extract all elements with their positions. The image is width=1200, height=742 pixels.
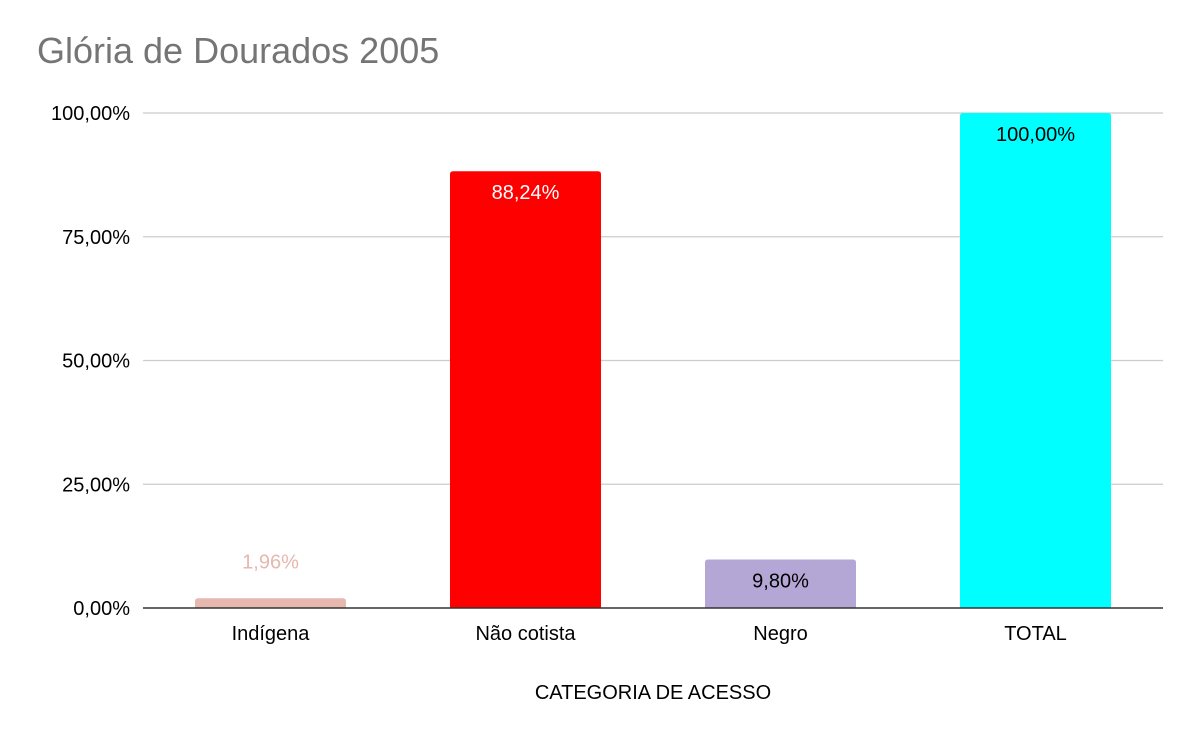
x-axis-ticks: Indígena Não cotista Negro TOTAL: [232, 623, 1067, 645]
data-label: 100,00%: [996, 124, 1075, 146]
data-label: 88,24%: [492, 182, 560, 204]
y-tick-label: 0,00%: [73, 598, 130, 620]
data-label: 1,96%: [242, 551, 299, 573]
data-labels: 1,96% 88,24% 9,80% 100,00%: [242, 124, 1075, 592]
x-tick-label: TOTAL: [1004, 623, 1067, 645]
x-tick-label: Indígena: [232, 623, 311, 645]
chart-title: Glória de Dourados 2005: [37, 30, 440, 71]
bar: [195, 598, 346, 608]
y-tick-label: 75,00%: [62, 227, 130, 249]
bar: [960, 113, 1111, 608]
y-tick-label: 50,00%: [62, 351, 130, 373]
data-label: 9,80%: [752, 570, 809, 592]
x-tick-label: Não cotista: [475, 623, 576, 645]
x-axis-title: CATEGORIA DE ACESSO: [535, 682, 771, 704]
y-tick-label: 100,00%: [51, 103, 130, 125]
bars: [195, 113, 1111, 608]
y-axis-ticks: 0,00% 25,00% 50,00% 75,00% 100,00%: [51, 103, 130, 620]
x-tick-label: Negro: [753, 623, 807, 645]
bar: [450, 171, 601, 608]
y-tick-label: 25,00%: [62, 474, 130, 496]
bar: [705, 559, 856, 608]
